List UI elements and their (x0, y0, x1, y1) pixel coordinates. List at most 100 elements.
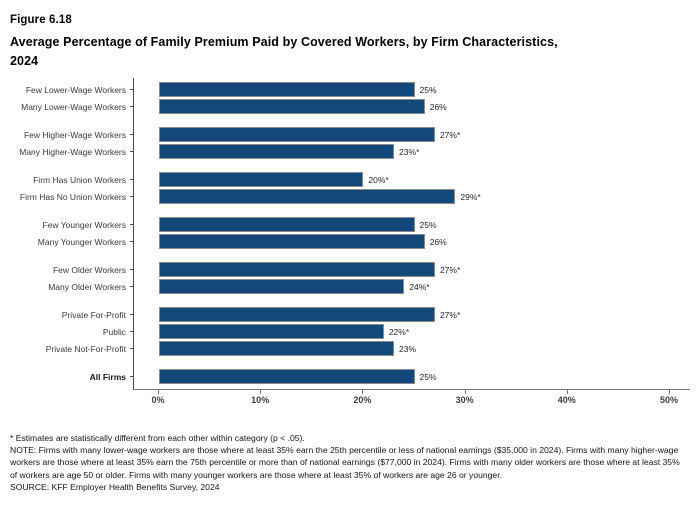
y-tick-mark (130, 376, 134, 377)
bar-row: Private Not-For-Profit 23% (46, 341, 690, 356)
value-label: 27%* (439, 264, 461, 275)
x-tick-label: 30% (455, 395, 474, 405)
bar-group: All Firms 25% (90, 369, 690, 384)
chart-panel: Few Lower-Wage Workers 25% Many Lower-Wage… (19, 78, 690, 390)
value-label: 20%* (368, 174, 389, 185)
bar (159, 307, 435, 322)
bar-chart: Few Lower-Wage Workers 25% Many Lower-Wage… (10, 78, 690, 409)
x-tick-mark (362, 390, 364, 394)
x-tick-label: 40% (557, 395, 576, 405)
y-tick-mark (130, 314, 134, 315)
bar-row: Many Younger Workers 26% (38, 234, 690, 249)
x-tick-label: 50% (659, 395, 679, 405)
category-label: All Firms (89, 371, 126, 382)
value-label: 24%* (409, 281, 430, 292)
bar-row: Many Higher-Wage Workers 23%* (19, 144, 690, 159)
bar-group: Few Older Workers 27%* Many Older Workers 2… (48, 262, 690, 294)
bar (159, 217, 415, 232)
y-tick-mark (130, 269, 134, 270)
bar (159, 144, 395, 159)
y-tick-mark (130, 286, 134, 287)
category-label: Firm Has No Union Workers (19, 191, 126, 202)
y-tick-mark (130, 179, 134, 180)
bar (159, 172, 364, 187)
category-label: Many Older Workers (48, 281, 126, 292)
bar-row: Many Older Workers 24%* (48, 279, 690, 294)
bar-row: Few Higher-Wage Workers 27%* (24, 127, 690, 142)
bar-row: Many Lower-Wage Workers 26% (21, 99, 690, 114)
bar-row: Few Younger Workers 25% (43, 217, 690, 232)
category-label: Firm Has Union Workers (33, 174, 126, 185)
category-label: Few Lower-Wage Workers (25, 84, 126, 95)
footnote-significance: * Estimates are statistically different … (10, 433, 305, 443)
bar-group: Firm Has Union Workers 20%* Firm Has No Un… (20, 172, 690, 204)
value-label: 23%* (399, 146, 420, 157)
category-label: Many Higher-Wage Workers (19, 146, 126, 157)
x-tick-mark (669, 390, 670, 394)
bar (159, 99, 425, 114)
y-tick-mark (130, 196, 134, 197)
bar (159, 341, 395, 356)
bar (159, 324, 384, 339)
footnote-note: NOTE: Firms with many lower-wage workers… (10, 445, 680, 480)
bar-group: Few Lower-Wage Workers 25% Many Lower-Wage… (21, 82, 690, 114)
bar-row: Few Older Workers 27%* (53, 262, 690, 277)
value-label: 22%* (388, 326, 410, 337)
y-tick-mark (130, 134, 134, 135)
figure-number: Figure 6.18 (10, 14, 72, 26)
category-label: Private For-Profit (61, 309, 126, 320)
y-tick-mark (130, 348, 134, 349)
figure-title: Average Percentage of Family Premium Pai… (10, 33, 688, 71)
bar-row: Firm Has No Union Workers 29%* (20, 189, 690, 204)
value-label: 27%* (439, 129, 461, 140)
bar-row: Public 22%* (103, 324, 690, 339)
bar-group: Few Higher-Wage Workers 27%* Many Higher-W… (19, 127, 690, 159)
bar (159, 189, 456, 204)
bar (159, 82, 415, 97)
bar-row: Firm Has Union Workers 20%* (33, 172, 690, 187)
y-tick-mark (130, 241, 134, 242)
value-label: 29%* (460, 191, 481, 202)
category-label: Many Younger Workers (37, 236, 126, 247)
bar (159, 369, 415, 384)
y-tick-mark (130, 331, 134, 332)
bar (159, 279, 405, 294)
value-label: 25% (419, 371, 437, 382)
value-label: 25% (419, 84, 437, 95)
x-tick-mark (158, 390, 159, 394)
bar (159, 262, 435, 277)
category-label: Public (102, 326, 126, 337)
bar-row: All Firms 25% (90, 369, 690, 384)
x-tick-label: 20% (353, 395, 372, 405)
footnote-source: SOURCE: KFF Employer Health Benefits Sur… (10, 481, 220, 492)
bar (159, 127, 435, 142)
footnotes: * Estimates are statistically different … (10, 432, 688, 493)
value-label: 27%* (439, 309, 461, 320)
category-label: Few Younger Workers (42, 219, 126, 230)
bar (159, 234, 425, 249)
x-tick-mark (260, 390, 262, 394)
bar-group: Few Younger Workers 25% Many Younger Worke… (38, 217, 690, 249)
x-tick-mark (566, 390, 568, 394)
value-label: 26% (429, 101, 447, 112)
bar-row: Few Lower-Wage Workers 25% (26, 82, 690, 97)
category-label: Many Lower-Wage Workers (21, 101, 126, 112)
y-tick-mark (130, 106, 134, 107)
y-tick-mark (130, 224, 134, 225)
y-tick-mark (130, 89, 134, 90)
value-label: 23% (399, 343, 417, 354)
x-tick-label: 10% (251, 395, 270, 405)
figure-title-line-2: 2024 (10, 54, 39, 68)
category-label: Few Older Workers (52, 264, 126, 275)
x-tick-label: 0% (151, 395, 165, 405)
value-label: 25% (419, 219, 437, 230)
category-label: Private Not-For-Profit (45, 343, 126, 354)
bar-group: Private For-Profit 27%* Public 22%* Private … (46, 307, 690, 356)
x-axis: 0% 10% 20% 30% 40% 50% (133, 390, 690, 409)
value-label: 26% (429, 236, 447, 247)
y-tick-mark (130, 151, 134, 152)
x-tick-mark (464, 390, 466, 394)
category-label: Few Higher-Wage Workers (23, 129, 126, 140)
bar-row: Private For-Profit 27%* (62, 307, 690, 322)
